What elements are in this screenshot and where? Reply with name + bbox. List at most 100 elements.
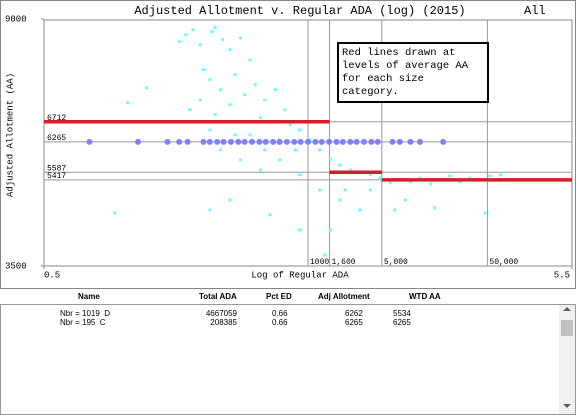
column-header: WTD AA	[409, 292, 441, 301]
point	[360, 138, 367, 145]
point	[198, 98, 202, 102]
point	[218, 148, 222, 152]
point	[389, 138, 396, 145]
point	[235, 138, 242, 145]
point	[428, 182, 433, 186]
point	[407, 138, 414, 145]
point	[347, 138, 354, 145]
size-label: 50,000	[489, 258, 518, 267]
table-cell: 6265	[393, 318, 411, 327]
scroll-down[interactable]	[563, 404, 571, 408]
point	[276, 138, 283, 145]
scroll-thumb[interactable]	[561, 320, 573, 336]
point	[208, 128, 212, 132]
point	[358, 208, 362, 212]
point	[213, 25, 217, 30]
column-header: Name	[78, 292, 100, 301]
point	[328, 158, 332, 162]
point	[488, 174, 492, 178]
point	[312, 138, 319, 145]
point	[228, 47, 232, 52]
point	[338, 198, 342, 202]
point	[288, 123, 292, 127]
point	[305, 138, 311, 145]
point	[291, 138, 298, 145]
column-header: Adj Allotment	[318, 292, 370, 301]
point	[396, 138, 403, 145]
column-header: Total ADA	[199, 292, 237, 301]
point	[263, 148, 267, 152]
point	[228, 198, 232, 202]
point	[328, 228, 332, 232]
point	[374, 138, 381, 145]
table-cell: Nbr = 195 C	[60, 318, 106, 327]
point	[323, 253, 327, 257]
point	[253, 82, 257, 87]
point	[273, 88, 277, 92]
point	[227, 138, 234, 145]
point	[218, 88, 222, 92]
point	[277, 158, 282, 162]
point	[368, 138, 375, 145]
table-cell: 6265	[345, 318, 363, 327]
point	[368, 173, 372, 177]
point	[248, 58, 252, 62]
point	[125, 101, 130, 105]
point	[297, 138, 304, 145]
point	[248, 133, 252, 137]
table-cell: Nbr = 1019 D	[60, 309, 110, 318]
annotation-line: levels of average AA	[342, 60, 469, 72]
data-table: Name Total ADA Pct ED Adj Allotment WTD AA Nb…	[0, 292, 576, 415]
point	[241, 138, 248, 145]
point	[297, 173, 302, 177]
point	[249, 138, 256, 145]
chart-title: Adjusted Allotment v. Regular ADA (log) …	[134, 4, 465, 18]
point	[184, 138, 191, 145]
point	[191, 28, 195, 32]
point	[403, 198, 407, 202]
point	[258, 168, 263, 172]
table-cell: 0.66	[272, 309, 288, 318]
point	[270, 138, 277, 145]
point	[483, 211, 488, 215]
point	[353, 138, 360, 145]
table-cell: 208385	[210, 318, 237, 327]
point	[206, 138, 213, 145]
column-header: Pct ED	[266, 292, 292, 301]
point	[326, 138, 333, 145]
point	[416, 138, 423, 145]
point	[228, 103, 232, 107]
point	[214, 138, 221, 145]
point	[388, 181, 392, 185]
annotation-box	[337, 42, 489, 103]
point	[338, 163, 342, 167]
size-label: 5,000	[384, 258, 408, 267]
reference-label: 6265	[47, 134, 66, 143]
point	[318, 148, 322, 152]
point	[339, 138, 346, 145]
point	[198, 42, 202, 47]
point	[392, 208, 397, 212]
y-axis-label: Adjusted Allotment (AA)	[5, 73, 15, 197]
point	[220, 38, 225, 42]
point	[183, 33, 188, 37]
point	[238, 36, 243, 40]
x-tick-label: 0.5	[44, 270, 60, 280]
point	[177, 40, 181, 44]
point	[208, 208, 212, 212]
table-cell: 0.66	[272, 318, 288, 327]
point	[256, 138, 263, 145]
reference-label: 6712	[47, 114, 66, 123]
point	[86, 138, 93, 145]
point	[283, 138, 290, 145]
point	[134, 138, 141, 145]
point	[188, 108, 192, 112]
point	[238, 158, 243, 162]
annotation-line: for each size	[342, 73, 424, 85]
x-tick-label: 5.5	[554, 270, 570, 280]
scroll-up[interactable]	[563, 307, 571, 311]
annotation-line: Red lines drawn at	[342, 47, 455, 59]
